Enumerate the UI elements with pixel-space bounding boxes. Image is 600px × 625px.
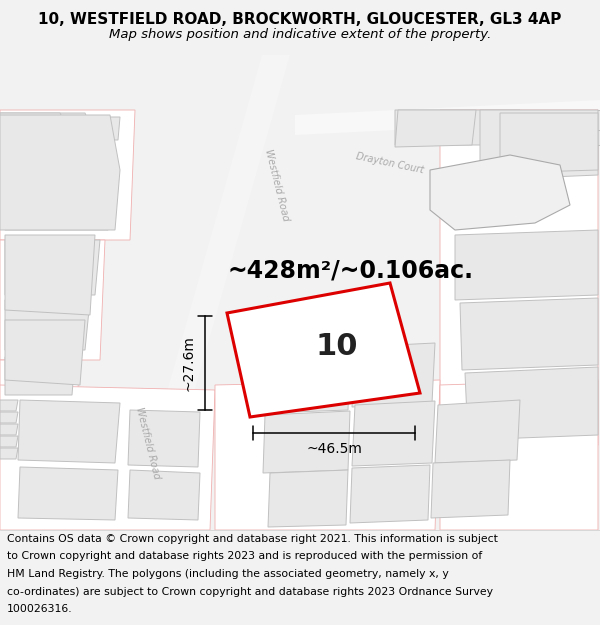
Polygon shape [0, 360, 80, 430]
Polygon shape [0, 385, 215, 530]
Text: 10, WESTFIELD ROAD, BROCKWORTH, GLOUCESTER, GL3 4AP: 10, WESTFIELD ROAD, BROCKWORTH, GLOUCEST… [38, 12, 562, 27]
Polygon shape [352, 343, 435, 407]
Text: 10: 10 [316, 332, 358, 361]
Text: Contains OS data © Crown copyright and database right 2021. This information is : Contains OS data © Crown copyright and d… [7, 534, 498, 544]
Polygon shape [0, 123, 35, 160]
Polygon shape [435, 400, 520, 463]
Polygon shape [295, 100, 600, 135]
Polygon shape [18, 467, 118, 520]
Polygon shape [5, 320, 85, 385]
Text: Westfield Road: Westfield Road [134, 406, 162, 480]
Polygon shape [440, 380, 598, 530]
Polygon shape [0, 424, 18, 435]
Polygon shape [5, 235, 95, 315]
Text: co-ordinates) are subject to Crown copyright and database rights 2023 Ordnance S: co-ordinates) are subject to Crown copyr… [7, 586, 493, 596]
Text: ~46.5m: ~46.5m [306, 442, 362, 456]
Polygon shape [128, 410, 200, 467]
Text: Map shows position and indicative extent of the property.: Map shows position and indicative extent… [109, 28, 491, 41]
Polygon shape [480, 110, 598, 180]
Polygon shape [530, 110, 600, 145]
Polygon shape [0, 240, 105, 360]
Polygon shape [263, 350, 350, 413]
Polygon shape [128, 470, 200, 520]
Polygon shape [460, 298, 598, 370]
Polygon shape [465, 367, 598, 440]
Text: ~27.6m: ~27.6m [182, 335, 196, 391]
Polygon shape [430, 155, 570, 230]
Polygon shape [431, 460, 510, 518]
Polygon shape [5, 300, 90, 350]
Polygon shape [5, 240, 100, 295]
Polygon shape [0, 113, 100, 195]
Polygon shape [263, 411, 350, 473]
Polygon shape [0, 113, 70, 160]
Polygon shape [350, 465, 430, 523]
Polygon shape [0, 110, 135, 240]
Text: ~428m²/~0.106ac.: ~428m²/~0.106ac. [227, 258, 473, 282]
Polygon shape [5, 357, 75, 395]
Text: Westfield Road: Westfield Road [263, 148, 291, 222]
Text: 100026316.: 100026316. [7, 604, 73, 614]
Polygon shape [0, 412, 18, 423]
Polygon shape [440, 110, 598, 450]
Text: to Crown copyright and database rights 2023 and is reproduced with the permissio: to Crown copyright and database rights 2… [7, 551, 482, 561]
Polygon shape [0, 448, 18, 459]
Polygon shape [227, 283, 420, 417]
Polygon shape [352, 401, 435, 466]
Polygon shape [500, 113, 598, 173]
Polygon shape [268, 470, 348, 527]
Polygon shape [128, 55, 290, 530]
Polygon shape [0, 115, 120, 230]
Polygon shape [540, 110, 600, 130]
Text: HM Land Registry. The polygons (including the associated geometry, namely x, y: HM Land Registry. The polygons (includin… [7, 569, 449, 579]
Polygon shape [395, 110, 476, 147]
Polygon shape [455, 230, 598, 300]
Polygon shape [0, 436, 18, 447]
Polygon shape [215, 380, 440, 530]
Polygon shape [5, 117, 55, 155]
Text: Drayton Court: Drayton Court [355, 151, 425, 175]
Polygon shape [5, 117, 120, 230]
Polygon shape [395, 110, 525, 145]
Polygon shape [0, 400, 18, 411]
Polygon shape [18, 400, 120, 463]
